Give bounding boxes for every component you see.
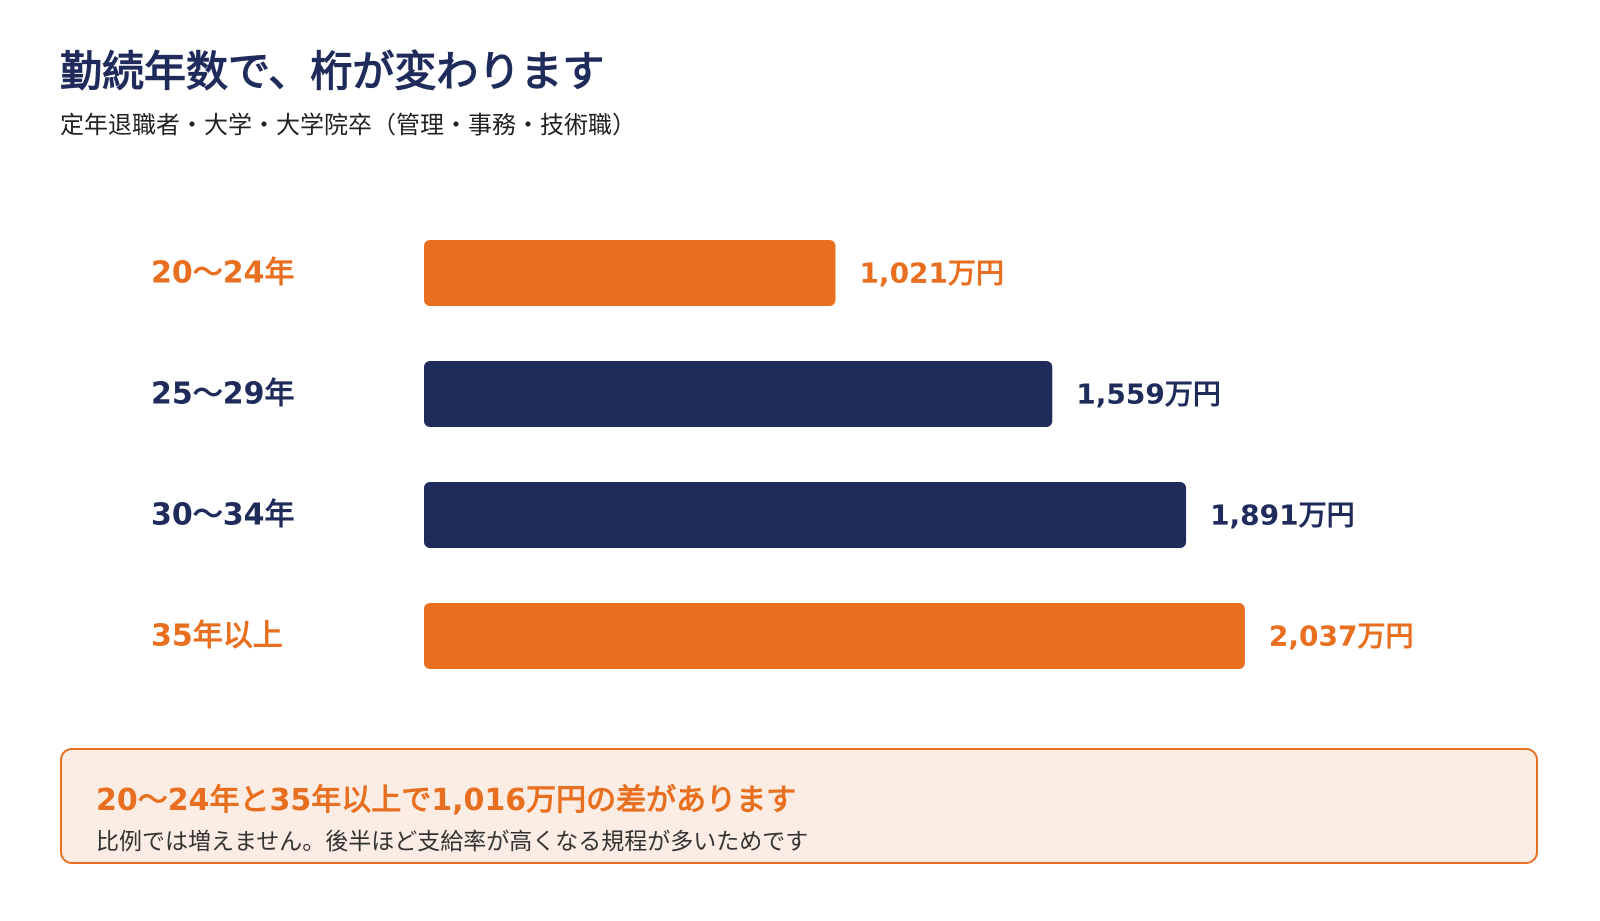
bar-value-label: 1,891万円 — [1210, 499, 1355, 532]
category-label: 35年以上 — [151, 619, 283, 654]
bar — [424, 603, 1245, 669]
page-title: 勤続年数で、桁が変わります — [60, 47, 605, 96]
page-subtitle: 定年退職者・大学・大学院卒（管理・事務・技術職） — [60, 111, 636, 139]
bar-value-label: 1,559万円 — [1076, 378, 1221, 411]
callout-heading: 20〜24年と35年以上で1,016万円の差があります — [96, 783, 797, 818]
category-label: 25〜29年 — [151, 377, 295, 412]
callout-body: 比例では増えません。後半ほど支給率が高くなる規程が多いためです — [96, 829, 809, 855]
bar — [424, 361, 1053, 427]
bar — [424, 240, 836, 306]
category-label: 30〜34年 — [151, 498, 295, 533]
bar — [424, 482, 1187, 548]
bar-value-label: 2,037万円 — [1269, 620, 1414, 653]
bar-value-label: 1,021万円 — [859, 257, 1004, 290]
category-label: 20〜24年 — [151, 256, 295, 291]
summary-callout: 20〜24年と35年以上で1,016万円の差があります 比例では増えません。後半… — [60, 748, 1538, 864]
